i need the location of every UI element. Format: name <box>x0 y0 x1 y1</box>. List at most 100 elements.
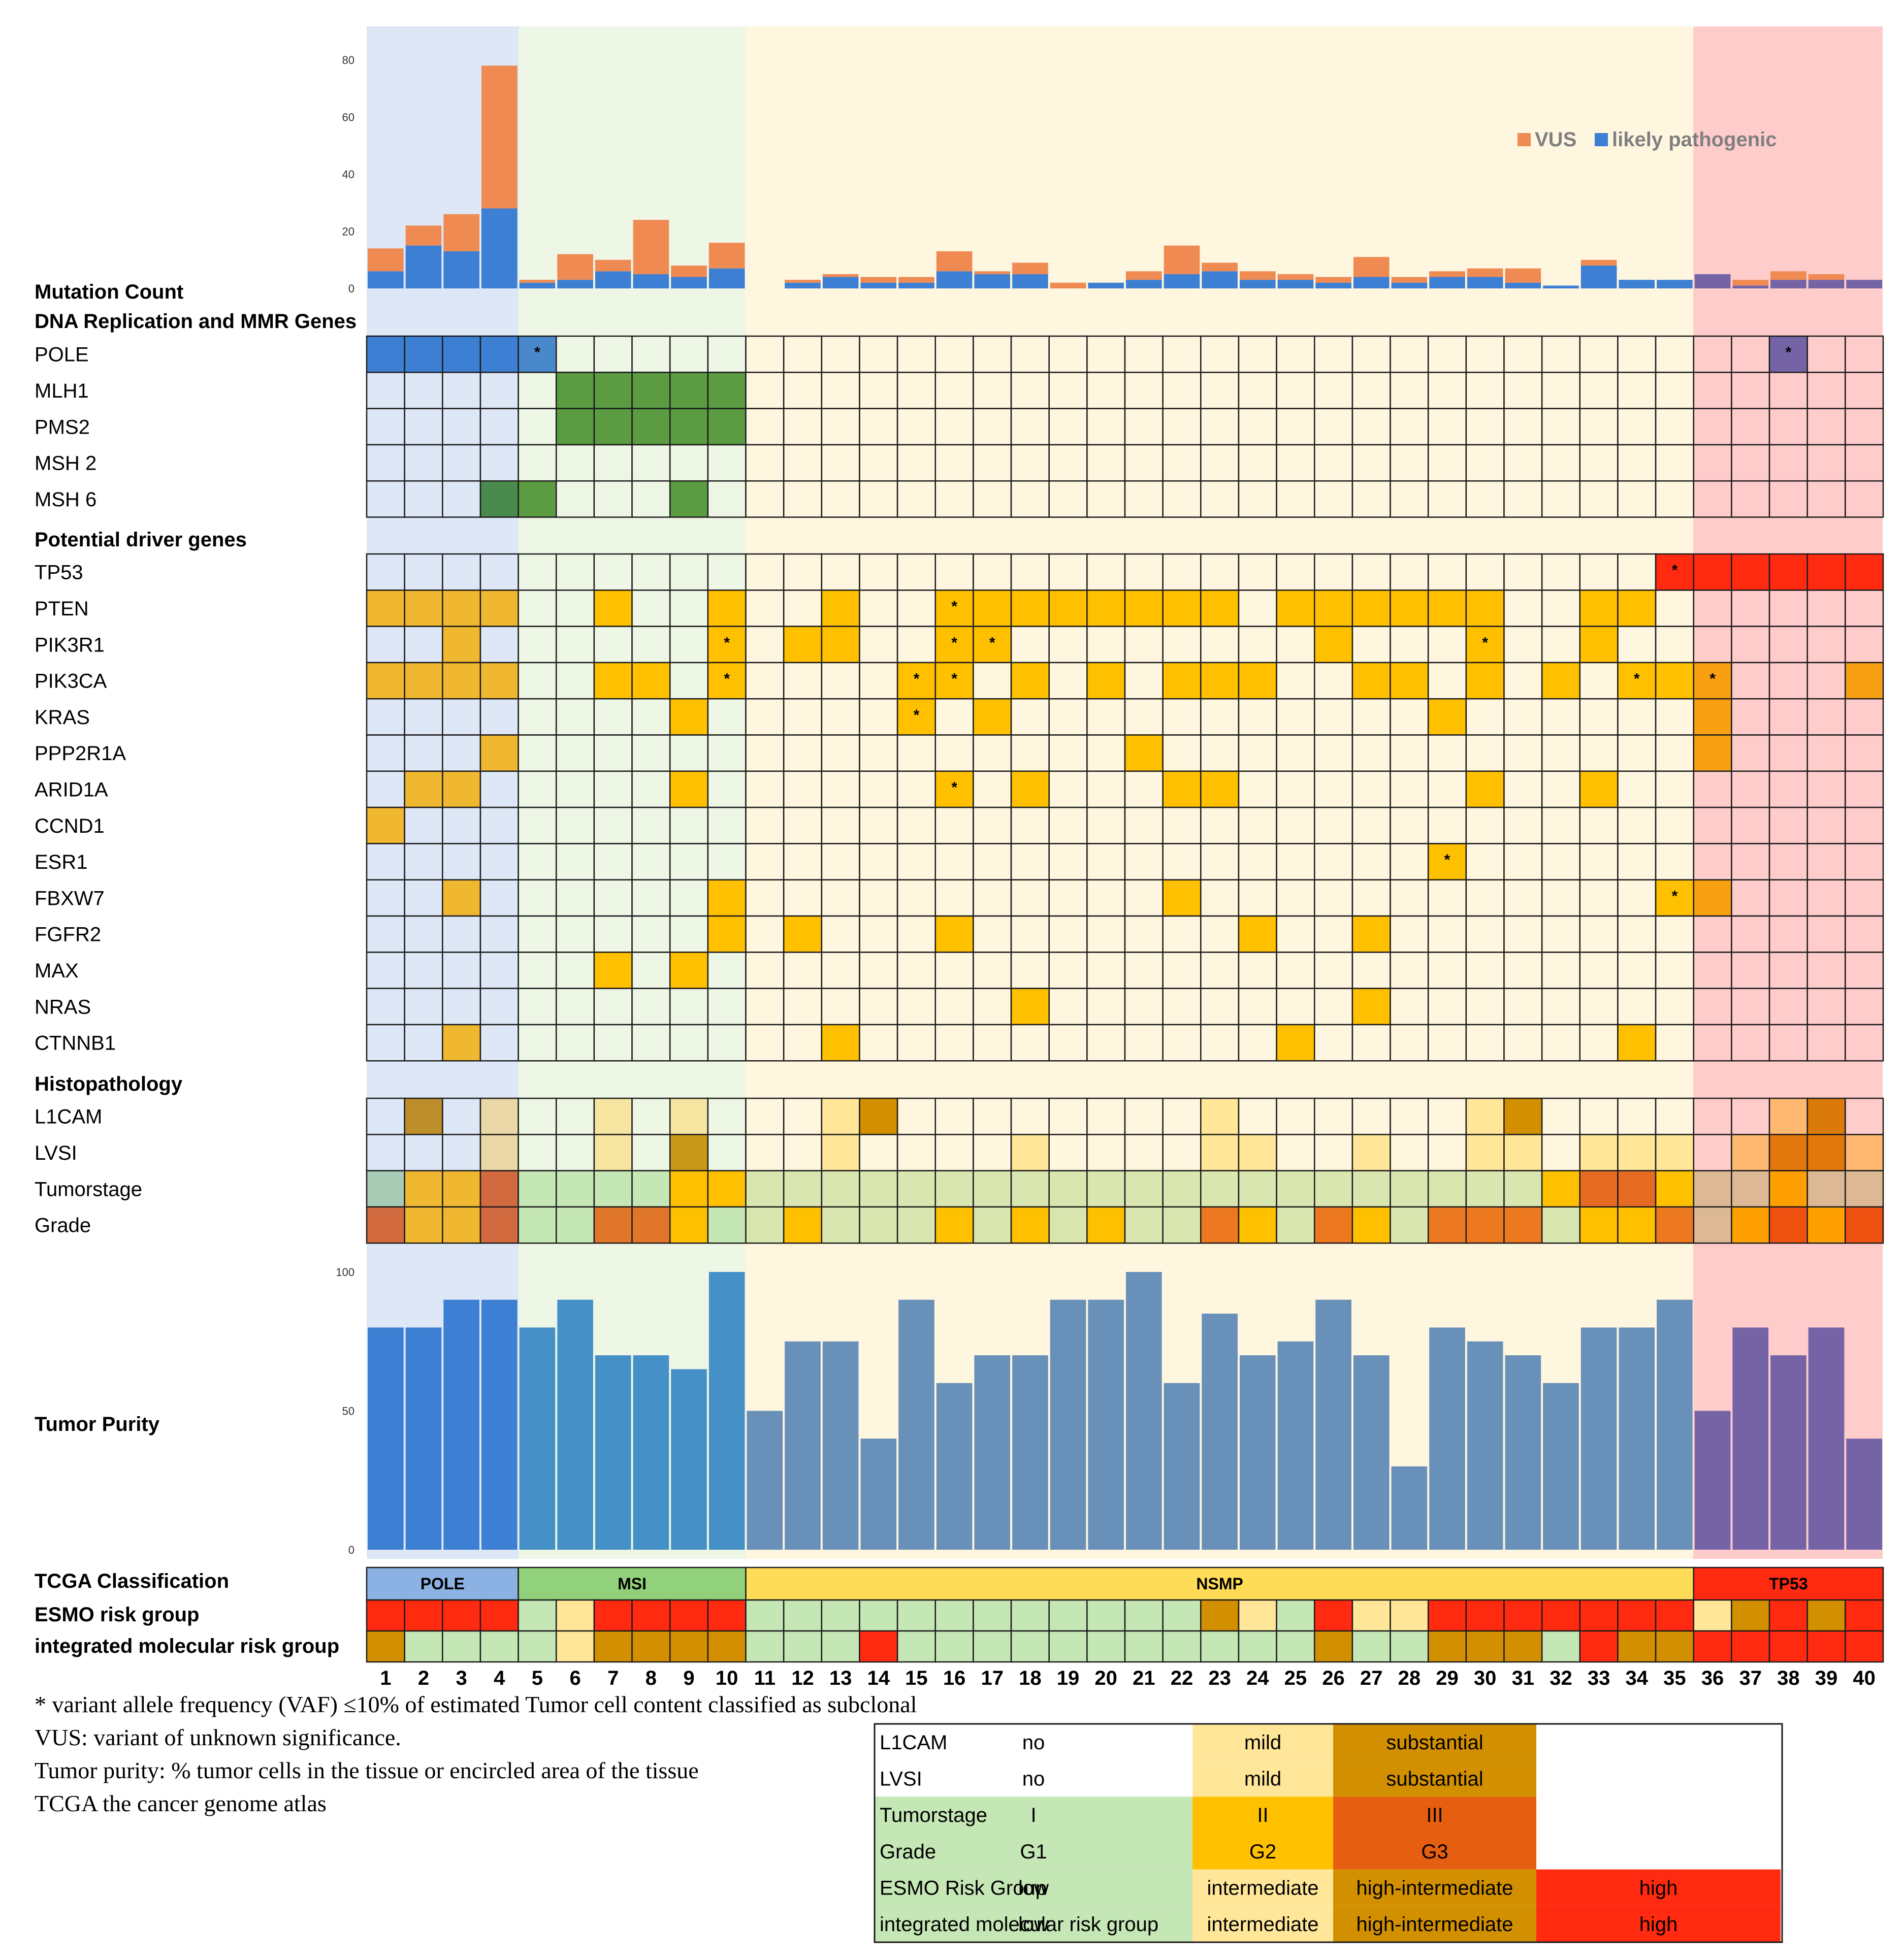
section-label-tcga: TCGA Classification <box>35 1570 229 1592</box>
cell-esr1 <box>1541 843 1581 880</box>
cell-ctnnb1 <box>1351 1024 1391 1062</box>
esmo-cell <box>745 1599 785 1632</box>
cell-ccnd1 <box>1617 806 1657 844</box>
cell-fgfr2 <box>859 915 898 953</box>
esmo-cell <box>1427 1599 1467 1632</box>
tumor-purity-chart: 0 50 100 <box>336 1266 1882 1556</box>
cell-pten <box>631 590 671 627</box>
cell-ccnd1 <box>518 806 557 844</box>
sample-number: 11 <box>754 1667 776 1689</box>
cell-max <box>1086 952 1126 989</box>
row-labels: POLE MLH1 PMS2 MSH 2 MSH 6 TP53 PTEN PIK3R1 PIK3… <box>35 281 357 1657</box>
cell-kras <box>556 698 595 736</box>
cell-tp53 <box>479 553 519 591</box>
purity-bar <box>443 1299 479 1550</box>
cell-msh-6 <box>1200 480 1240 518</box>
sample-number: 35 <box>1663 1667 1686 1689</box>
tumor-purity-ytick: 100 <box>336 1266 354 1279</box>
cell-ppp2r1a <box>1086 734 1126 772</box>
legend-cell <box>1536 1869 1781 1906</box>
imrg-cell <box>518 1630 557 1663</box>
cell-nras <box>859 988 898 1026</box>
cell-l1cam <box>1351 1097 1391 1135</box>
cell-tumorstage <box>669 1170 709 1208</box>
cell-fbxw7 <box>442 879 481 917</box>
cell-pms2 <box>1579 408 1619 446</box>
cell-esr1 <box>859 843 898 880</box>
cell-tumorstage <box>593 1170 633 1208</box>
cell-pms2 <box>859 408 898 446</box>
mutation-bar-likely-pathogenic <box>785 282 821 288</box>
cell-lvsi <box>1390 1134 1429 1171</box>
purity-bar <box>1202 1314 1238 1550</box>
cell-pms2 <box>593 408 633 446</box>
cell-kras <box>1655 698 1695 736</box>
cell-esr1 <box>631 843 671 880</box>
cell-max <box>1276 952 1315 989</box>
cell-l1cam <box>745 1097 785 1135</box>
cell-fgfr2 <box>1427 915 1467 953</box>
cell-l1cam <box>1276 1097 1315 1135</box>
cell-pten <box>669 590 709 627</box>
cell-msh-6 <box>1010 480 1050 518</box>
cell-pik3ca <box>1579 662 1619 700</box>
cell-pik3ca <box>896 662 936 700</box>
cell-pik3ca <box>1503 662 1543 700</box>
cell-msh-2 <box>479 444 519 482</box>
cell-grade <box>1276 1206 1315 1244</box>
purity-bar <box>1846 1439 1882 1550</box>
cell-ccnd1 <box>1010 806 1050 844</box>
cell-esr1 <box>1617 843 1657 880</box>
cell-ppp2r1a <box>745 734 785 772</box>
cell-msh-6 <box>1579 480 1619 518</box>
cell-esr1 <box>1010 843 1050 880</box>
cell-ppp2r1a <box>859 734 898 772</box>
cell-msh-6 <box>973 480 1012 518</box>
cell-ctnnb1 <box>556 1024 595 1062</box>
cell-kras <box>1010 698 1050 736</box>
cell-pik3ca <box>859 662 898 700</box>
legend-cell <box>875 1796 1192 1833</box>
cell-lvsi <box>1427 1134 1467 1171</box>
cell-tp53 <box>404 553 443 591</box>
legend-cell <box>1333 1760 1536 1797</box>
cell-ppp2r1a <box>518 734 557 772</box>
cell-lvsi <box>934 1134 974 1171</box>
mutation-count-ytick: 60 <box>342 111 354 124</box>
cell-tumorstage <box>1048 1170 1088 1208</box>
cell-max <box>669 952 709 989</box>
cell-fgfr2 <box>366 915 405 953</box>
cell-grade <box>1768 1206 1808 1244</box>
sample-number: 13 <box>829 1667 852 1689</box>
legend-cell-label: substantial <box>1386 1732 1483 1754</box>
cell-msh-2 <box>1314 444 1353 482</box>
cell-ctnnb1 <box>366 1024 405 1062</box>
cell-mlh1 <box>631 372 671 409</box>
cell-lvsi <box>1238 1134 1277 1171</box>
cell-lvsi <box>896 1134 936 1171</box>
cell-pms2 <box>707 408 747 446</box>
cell-ccnd1 <box>442 806 481 844</box>
cell-pik3r1 <box>1276 626 1315 664</box>
purity-bar <box>1580 1327 1617 1550</box>
mutation-bar-vus <box>1580 259 1617 266</box>
cell-fbxw7 <box>1541 879 1581 917</box>
cell-pik3r1 <box>1124 626 1164 664</box>
cell-esr1 <box>556 843 595 880</box>
cell-tp53 <box>896 553 936 591</box>
esmo-cell <box>896 1599 936 1632</box>
legend-cell <box>875 1869 1192 1906</box>
cell-mlh1 <box>556 372 595 409</box>
cell-pole <box>1541 335 1581 373</box>
cell-pten <box>1655 590 1695 627</box>
section-label-imrg: integrated molecular risk group <box>35 1635 339 1657</box>
cell-ccnd1 <box>669 806 709 844</box>
cell-pms2 <box>1086 408 1126 446</box>
cell-pten <box>707 590 747 627</box>
cell-lvsi <box>821 1134 860 1171</box>
mutation-bar-vus <box>443 214 479 251</box>
purity-bar <box>708 1272 745 1550</box>
cell-grade <box>859 1206 898 1244</box>
esmo-cell <box>479 1599 519 1632</box>
cell-ccnd1 <box>1503 806 1543 844</box>
